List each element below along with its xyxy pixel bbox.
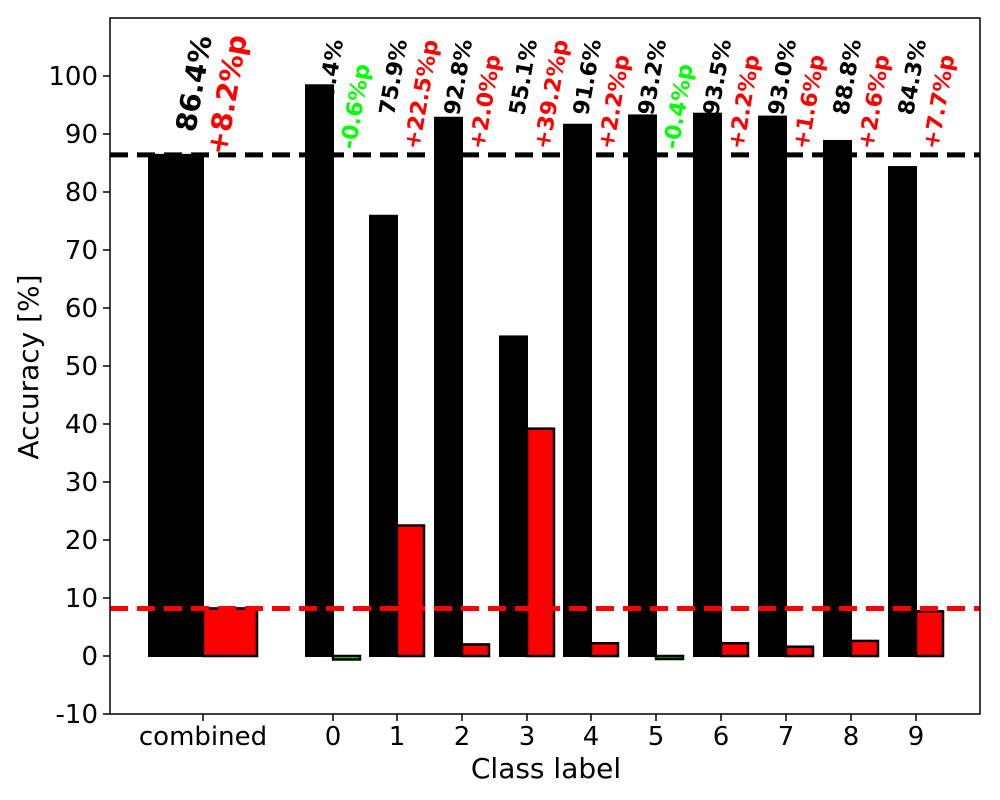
bar-group-6 — [693, 112, 750, 658]
accuracy-bar-3 — [499, 335, 528, 657]
x-tick-label-2: 2 — [454, 722, 471, 752]
axes: -10 0 10 20 30 40 50 60 70 80 90 100 combined 0 1 2 3 4 5 6… — [48, 17, 981, 752]
accuracy-bar-4 — [563, 123, 592, 658]
accuracy-bar-7 — [758, 115, 787, 658]
x-tick-label-8: 8 — [843, 722, 860, 752]
x-tick-label-5: 5 — [648, 722, 665, 752]
accuracy-bar-1 — [369, 214, 398, 657]
change-bar-0 — [331, 654, 362, 661]
change-bar-combined — [201, 607, 259, 658]
x-tick-label-3: 3 — [519, 722, 536, 752]
accuracy-bar-2 — [434, 116, 463, 657]
bar-group-combined — [148, 153, 259, 658]
x-tick-label-6: 6 — [713, 722, 730, 752]
accuracy-bar-5 — [628, 114, 657, 657]
x-axis-title: Class label — [471, 752, 621, 785]
bar-group-0 — [305, 84, 362, 661]
bar-group-7 — [758, 115, 815, 658]
x-tick-label-1: 1 — [389, 722, 406, 752]
accuracy-bar-8 — [823, 139, 852, 657]
change-bar-3 — [525, 427, 556, 658]
bar-group-2 — [434, 116, 491, 658]
change-bar-5 — [654, 654, 685, 661]
change-bar-7 — [784, 645, 815, 658]
accuracy-bar-9 — [888, 166, 917, 657]
y-tick-label--10: -10 — [56, 700, 98, 730]
change-bar-1 — [395, 524, 426, 658]
bar-group-3 — [499, 335, 556, 658]
bar-group-4 — [563, 123, 620, 658]
change-bar-9 — [914, 610, 945, 658]
y-tick-label-10: 10 — [65, 584, 98, 614]
y-tick-label-80: 80 — [65, 178, 98, 208]
change-bar-6 — [719, 641, 750, 658]
y-tick-label-100: 100 — [48, 62, 98, 92]
change-bar-4 — [589, 641, 620, 658]
x-tick-label-combined: combined — [139, 722, 267, 752]
y-tick-label-0: 0 — [81, 642, 98, 672]
y-axis-title: Accuracy [%] — [12, 274, 45, 459]
x-tick-label-9: 9 — [908, 722, 925, 752]
bar-group-1 — [369, 214, 426, 658]
x-tick-label-0: 0 — [325, 722, 342, 752]
x-tick-label-4: 4 — [583, 722, 600, 752]
y-tick-label-70: 70 — [65, 236, 98, 266]
accuracy-bar-combined — [148, 153, 204, 657]
reference-lines — [110, 152, 980, 611]
change-bar-8 — [849, 639, 880, 658]
accuracy-bar-0 — [305, 84, 334, 657]
plot-area — [148, 84, 945, 661]
y-tick-label-20: 20 — [65, 526, 98, 556]
change-bar-2 — [460, 643, 491, 658]
x-tick-label-7: 7 — [778, 722, 795, 752]
bar-group-5 — [628, 114, 685, 661]
bar-group-8 — [823, 139, 880, 658]
y-tick-label-30: 30 — [65, 468, 98, 498]
y-tick-label-40: 40 — [65, 410, 98, 440]
bar-group-9 — [888, 166, 945, 658]
y-tick-label-90: 90 — [65, 120, 98, 150]
accuracy-bar-6 — [693, 112, 722, 657]
y-tick-label-60: 60 — [65, 294, 98, 324]
y-tick-label-50: 50 — [65, 352, 98, 382]
